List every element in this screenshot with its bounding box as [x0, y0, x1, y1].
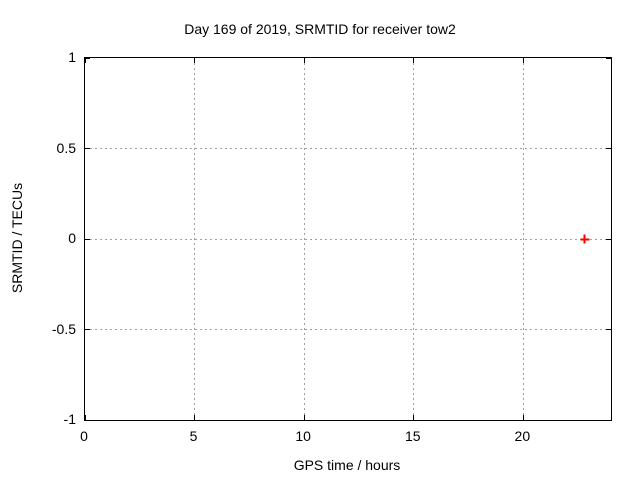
x-tick-mark-bottom: [303, 415, 305, 420]
y-tick-mark-left: [85, 148, 90, 149]
y-tick-mark-right: [606, 57, 611, 59]
plot-area: [84, 57, 612, 421]
x-tick-label: 5: [189, 428, 198, 444]
y-grid-line: [85, 148, 611, 149]
y-tick-mark-left: [85, 238, 90, 240]
x-tick-mark-top: [413, 58, 415, 63]
x-tick-label: 10: [295, 428, 311, 444]
x-tick-mark-bottom: [194, 415, 196, 420]
x-tick-mark-bottom: [84, 415, 86, 420]
x-tick-mark-top: [194, 58, 196, 63]
x-tick-mark-top: [84, 58, 86, 63]
y-tick-mark-left: [85, 57, 90, 59]
y-grid-line: [85, 329, 611, 330]
x-tick-label: 15: [404, 428, 421, 444]
y-tick-mark-left: [85, 329, 90, 330]
x-tick-label: 20: [514, 428, 531, 444]
x-tick-label: 0: [80, 428, 88, 444]
chart-title: Day 169 of 2019, SRMTID for receiver tow…: [184, 21, 456, 37]
y-tick-label: -1: [63, 411, 76, 427]
data-point-marker: [580, 234, 590, 244]
y-tick-label: 1: [68, 49, 76, 65]
x-tick-mark-top: [522, 58, 524, 63]
y-tick-label: 0.5: [56, 139, 76, 156]
y-tick-mark-left: [85, 419, 90, 421]
y-tick-mark-right: [606, 419, 611, 421]
x-tick-mark-top: [303, 58, 305, 63]
y-tick-mark-right: [606, 238, 611, 240]
x-tick-mark-bottom: [413, 415, 415, 420]
y-tick-label: 0: [68, 230, 76, 246]
y-grid-line: [85, 238, 611, 240]
y-tick-mark-right: [606, 148, 611, 149]
y-tick-label: -0.5: [51, 320, 76, 337]
x-axis-label: GPS time / hours: [293, 457, 401, 473]
x-tick-mark-bottom: [522, 415, 524, 420]
y-tick-mark-right: [606, 329, 611, 330]
